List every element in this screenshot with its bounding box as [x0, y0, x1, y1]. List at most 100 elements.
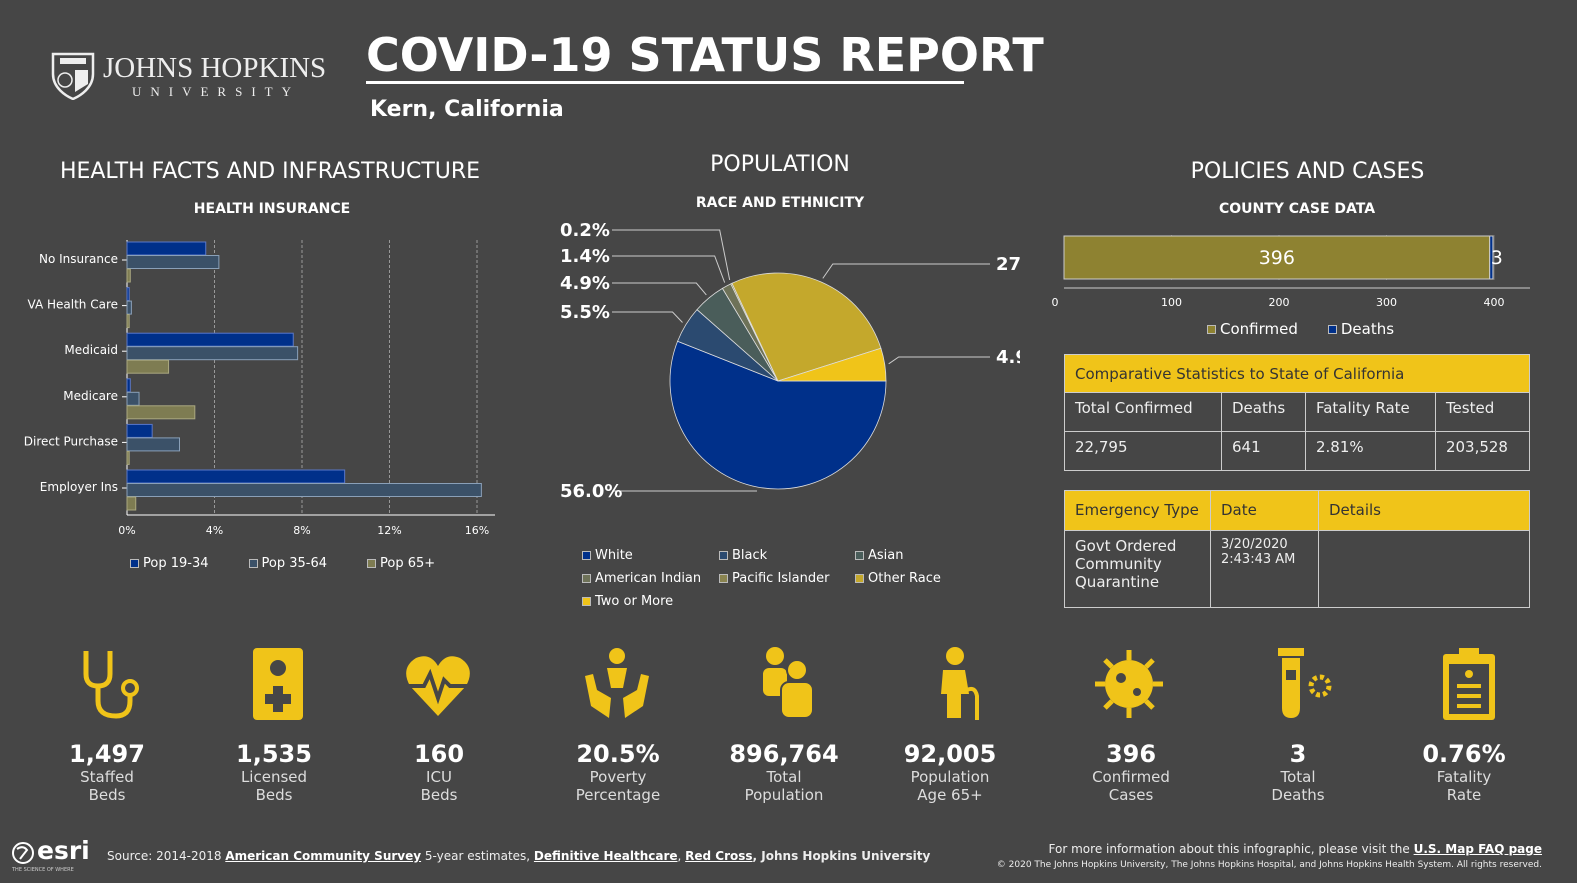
- stat-caption: Staffed Beds: [80, 768, 134, 804]
- legend-item: White: [582, 548, 719, 563]
- stat-caption: Fatality Rate: [1436, 768, 1492, 804]
- stat-0: 1,497 Staffed Beds: [27, 740, 187, 804]
- bar-pop1934: [126, 469, 346, 484]
- category-label: VA Health Care: [28, 298, 118, 312]
- x-tick-label: 0: [1052, 296, 1059, 309]
- faq-link[interactable]: U.S. Map FAQ page: [1413, 842, 1542, 856]
- stat-value: 1,535: [236, 740, 312, 768]
- legend-item: American Indian: [582, 571, 719, 586]
- stat-value: 92,005: [903, 740, 997, 768]
- cell-value: 2.81%: [1304, 431, 1436, 471]
- stat-caption: Total Deaths: [1271, 768, 1325, 804]
- leader-line: [612, 282, 707, 296]
- legend-confirmed: Confirmed: [1207, 320, 1298, 338]
- redcross-link[interactable]: Red Cross: [685, 849, 753, 863]
- col-header: Emergency Type: [1064, 490, 1211, 531]
- title-underline: [366, 81, 964, 84]
- bar-pop3564: [126, 483, 482, 497]
- stat-caption: Population Age 65+: [910, 768, 990, 804]
- legend-item: Other Race: [855, 571, 975, 586]
- definitive-link[interactable]: Definitive Healthcare: [533, 849, 678, 863]
- race-legend: White Black Asian American Indian Pacific Is…: [582, 548, 975, 609]
- slice-label: 5.5%: [560, 302, 610, 323]
- legend-label: Asian: [868, 548, 904, 563]
- bar-pop65: [126, 496, 137, 511]
- x-tick-label: 200: [1269, 296, 1290, 309]
- race-heading: RACE AND ETHNICITY: [695, 195, 865, 211]
- test-tube-icon: [1278, 648, 1332, 718]
- acs-link[interactable]: American Community Survey: [225, 849, 422, 863]
- x-tick-label: 8%: [293, 524, 310, 537]
- category-label: Medicare: [63, 389, 118, 403]
- emergency-date: 3/20/2020 2:43:43 AM: [1210, 530, 1319, 608]
- pie-slice-white: [669, 340, 887, 490]
- legend-swatch: [582, 551, 591, 560]
- stat-value: 3: [1289, 740, 1307, 768]
- legend-deaths: Deaths: [1327, 320, 1394, 338]
- legend-item: Asian: [855, 548, 975, 563]
- col-header: Details: [1318, 490, 1530, 531]
- source-line: Source: 2014-2018 American Community Sur…: [107, 849, 931, 863]
- legend-label: White: [595, 548, 633, 563]
- stat-caption: Confirmed Cases: [1092, 768, 1170, 804]
- x-tick-label: 300: [1376, 296, 1397, 309]
- slice-label: 0.2%: [560, 220, 610, 241]
- bar-pop3564: [126, 346, 299, 361]
- cell-value: 203,528: [1434, 431, 1531, 471]
- insurance-bar-chart: 0% 4% 8% 12% 16% No Insurance VA Health Care Me…: [24, 240, 495, 537]
- bar-pop1934: [126, 241, 207, 256]
- category-label: Direct Purchase: [24, 434, 118, 448]
- legend-swatch: [719, 574, 728, 583]
- location: Kern, California: [370, 97, 564, 122]
- x-tick-label: 16%: [465, 524, 489, 537]
- legend-swatch: [855, 574, 864, 583]
- slice-label: 56.0%: [560, 481, 622, 502]
- stat-value: 20.5%: [576, 740, 660, 768]
- emergency-table: Emergency Type Date Details Govt Ordered C…: [1064, 490, 1530, 608]
- bar-pop3564: [126, 255, 220, 269]
- stat-caption: Total Population: [744, 768, 824, 804]
- legend-swatch: [855, 551, 864, 560]
- stethoscope-icon: [83, 651, 139, 719]
- bar-pop3564: [126, 391, 140, 406]
- deaths-label: 3: [1491, 247, 1503, 269]
- leader-line: [612, 255, 726, 283]
- stat-6: 396 Confirmed Cases: [1051, 740, 1211, 804]
- stat-value: 396: [1105, 740, 1157, 768]
- legend-swatch: [582, 597, 591, 606]
- legend-pop35: Pop 35-64: [248, 556, 327, 571]
- x-tick-label: 12%: [377, 524, 401, 537]
- legend-item: Two or More: [582, 594, 719, 609]
- helping-hands-icon: [585, 648, 649, 718]
- category-label: No Insurance: [39, 252, 118, 266]
- legend-item: Black: [719, 548, 855, 563]
- population-heading: POPULATION: [710, 152, 850, 177]
- stat-value: 160: [413, 740, 465, 768]
- pie-slice-other-race: [731, 272, 882, 382]
- bar-pop1934: [126, 423, 153, 438]
- insurance-legend: Pop 19-34 Pop 35-64 Pop 65+: [130, 556, 435, 571]
- legend-label: Pacific Islander: [732, 571, 830, 586]
- confirmed-label: 396: [1259, 247, 1295, 269]
- page-title: COVID-19 STATUS REPORT: [366, 28, 1044, 82]
- stat-5: 92,005 Population Age 65+: [870, 740, 1030, 804]
- heartbeat-icon: [406, 656, 470, 716]
- x-tick-label: 0%: [118, 524, 135, 537]
- leader-line: [612, 229, 731, 281]
- slice-label: 4.9%: [996, 347, 1020, 368]
- bar-pop65: [126, 359, 170, 374]
- x-tick-label: 4%: [206, 524, 223, 537]
- bar-pop65: [126, 314, 130, 329]
- bar-confirmed: [1063, 235, 1491, 280]
- stat-2: 160 ICU Beds: [359, 740, 519, 804]
- stat-caption: Licensed Beds: [240, 768, 308, 804]
- clipboard-icon: [1443, 648, 1495, 720]
- esri-logo: esri: [37, 836, 90, 865]
- legend-label: Two or More: [595, 594, 674, 609]
- info-line: For more information about this infograp…: [1048, 842, 1542, 856]
- comparative-table: Comparative Statistics to State of Calif…: [1064, 354, 1531, 471]
- category-label: Employer Ins: [40, 480, 118, 494]
- col-header: Deaths: [1221, 392, 1306, 432]
- emergency-type: Govt Ordered Community Quarantine: [1064, 530, 1211, 608]
- stat-3: 20.5% Poverty Percentage: [538, 740, 698, 804]
